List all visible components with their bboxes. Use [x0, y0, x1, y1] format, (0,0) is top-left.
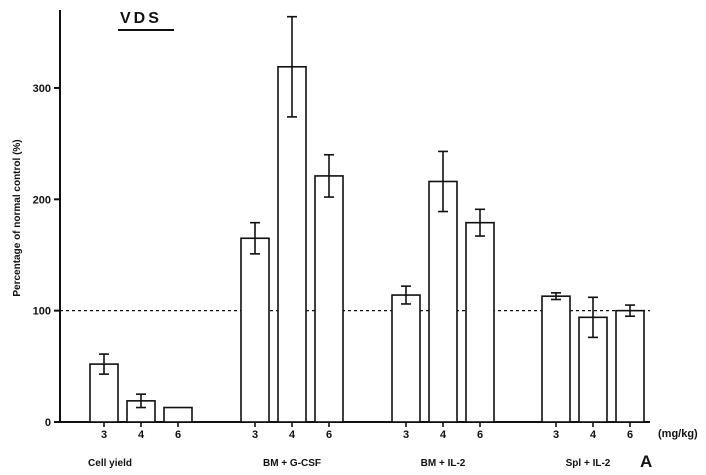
y-axis-label: Percentage of normal control (%) [12, 139, 23, 296]
bar [391, 294, 421, 423]
x-tick-label: 3 [252, 429, 258, 441]
bar [277, 65, 307, 423]
x-tick-label: 4 [289, 429, 296, 441]
group-label: Spl + IL-2 [566, 458, 611, 469]
y-tick-label: 300 [33, 83, 51, 95]
x-tick-label: 4 [138, 429, 145, 441]
bar [615, 309, 645, 423]
x-tick-label: 6 [477, 429, 483, 441]
y-tick-label: 100 [33, 306, 51, 318]
panel-label: A [640, 452, 652, 471]
x-tick-label: 3 [101, 429, 107, 441]
y-tick-label: 200 [33, 194, 51, 206]
x-tick-label: 6 [326, 429, 332, 441]
x-tick-label: 3 [553, 429, 559, 441]
group-label: Cell yield [88, 458, 132, 469]
plot-area: 0 100 200 300 3 4 6 Cell yield 3 4 6 BM + G-CSF 3 4 6 B… [33, 10, 650, 469]
bar [541, 295, 571, 423]
x-tick-label: 6 [627, 429, 633, 441]
x-tick-label: 4 [440, 429, 447, 441]
bar [314, 175, 344, 423]
x-tick-label: 4 [590, 429, 597, 441]
x-tick-label: 3 [403, 429, 409, 441]
chart-title: VDS [120, 10, 162, 27]
bar [240, 237, 270, 423]
group-label: BM + G-CSF [263, 458, 321, 469]
group-label: BM + IL-2 [421, 458, 466, 469]
bar [428, 180, 458, 423]
x-tick-label: 6 [175, 429, 181, 441]
bar [465, 221, 495, 423]
x-axis-unit: (mg/kg) [658, 428, 698, 440]
y-tick-label: 0 [45, 417, 51, 429]
bar [163, 406, 193, 423]
